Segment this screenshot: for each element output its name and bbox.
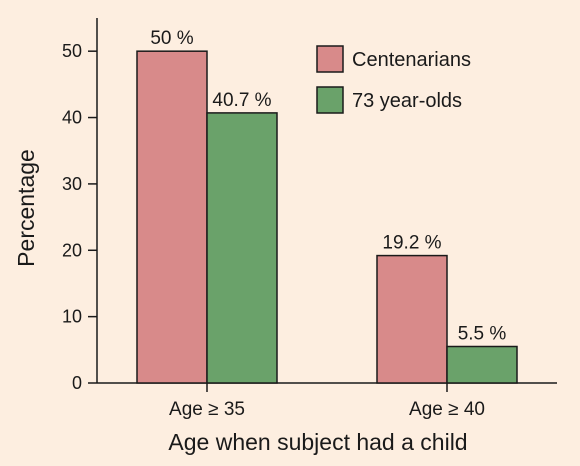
bar-73-year-olds-2 bbox=[446, 345, 518, 384]
legend-swatch-73-year-olds bbox=[316, 86, 344, 114]
legend-label-73-year-olds: 73 year-olds bbox=[352, 90, 462, 112]
bar-centenarians-1 bbox=[136, 50, 208, 384]
legend-label-centenarians: Centenarians bbox=[352, 49, 471, 71]
value-label-centenarians-2: 19.2 % bbox=[382, 233, 441, 254]
y-axis-title: Percentage bbox=[13, 149, 39, 267]
legend-swatch-centenarians bbox=[316, 45, 344, 73]
y-tick-label: 50 bbox=[62, 41, 82, 61]
value-label-73-year-olds-1: 40.7 % bbox=[212, 90, 271, 111]
value-label-73-year-olds-2: 5.5 % bbox=[458, 324, 507, 345]
y-tick-label: 40 bbox=[62, 108, 82, 128]
y-tick-label: 10 bbox=[62, 307, 82, 327]
bar-centenarians-2 bbox=[376, 254, 448, 384]
category-label-2: Age ≥ 40 bbox=[409, 399, 485, 420]
y-tick-label: 30 bbox=[62, 174, 82, 194]
x-axis-title: Age when subject had a child bbox=[168, 429, 467, 455]
y-tick-label: 20 bbox=[62, 240, 82, 260]
legend: Centenarians 73 year-olds bbox=[316, 45, 471, 114]
category-label-1: Age ≥ 35 bbox=[169, 399, 245, 420]
y-tick-label: 0 bbox=[72, 373, 82, 393]
value-label-centenarians-1: 50 % bbox=[150, 28, 193, 49]
plot-area: 0 10 20 30 40 50 50 % 40.7 % Age ≥ 35 19.2 % 5.5 %… bbox=[62, 18, 557, 420]
bar-73-year-olds-1 bbox=[206, 112, 278, 384]
